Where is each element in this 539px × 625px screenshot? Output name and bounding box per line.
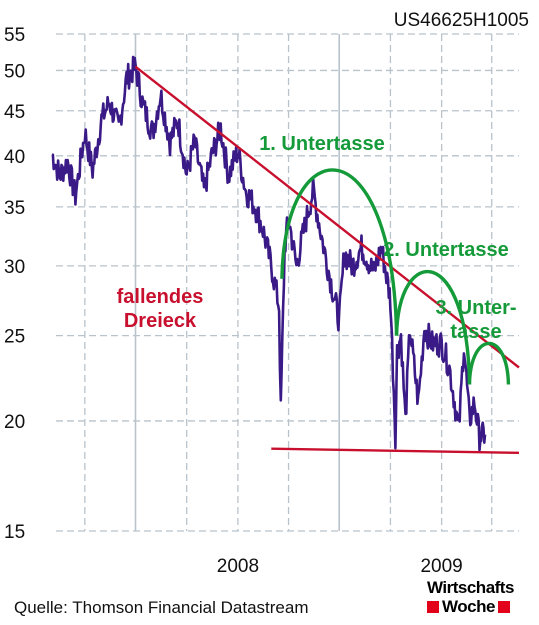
saucer-label: 1. Untertasse	[259, 133, 385, 155]
saucer-label: 2. Untertasse	[383, 239, 509, 261]
saucer-label: 3. Unter-tasse	[435, 297, 516, 343]
y-tick-label: 35	[4, 198, 25, 219]
y-tick-label: 25	[4, 327, 25, 348]
y-tick-label: 30	[4, 257, 25, 278]
source-note: Quelle: Thomson Financial Datastream	[14, 598, 309, 617]
y-tick-label: 20	[4, 412, 25, 433]
logo-square-icon	[497, 600, 510, 613]
x-tick-label: 2009	[420, 556, 462, 577]
saucer-arc	[394, 269, 472, 385]
triangle-lower-line	[271, 447, 520, 455]
y-tick-label: 50	[4, 61, 25, 82]
price-series-line	[51, 55, 487, 452]
logo-square-icon	[427, 600, 439, 613]
y-tick-label: 40	[4, 147, 25, 168]
x-tick-label: 2008	[217, 556, 259, 577]
triangle-label: fallendes Dreieck	[117, 286, 204, 332]
grid	[56, 33, 519, 532]
x-axis-ticks: 2008 2009	[217, 556, 463, 577]
security-identifier: US46625H1005	[394, 10, 529, 31]
logo-line-2: Woche	[442, 597, 495, 616]
y-axis-ticks: 55 50 45 40 35 30 25 20 15	[4, 25, 25, 543]
saucer-arcs	[280, 168, 511, 385]
saucer-arc	[467, 341, 511, 385]
y-tick-label: 45	[4, 102, 25, 123]
logo-line-1: Wirtschafts	[427, 578, 514, 597]
publisher-logo: Wirtschafts Woche	[427, 578, 527, 620]
saucer-arc	[280, 168, 399, 336]
y-tick-label: 15	[4, 522, 25, 543]
triangle-upper-line	[134, 65, 520, 369]
annotation-labels: 1. Untertasse 2. Untertasse 3. Unter-tasse…	[117, 133, 517, 343]
y-tick-label: 55	[4, 25, 25, 46]
